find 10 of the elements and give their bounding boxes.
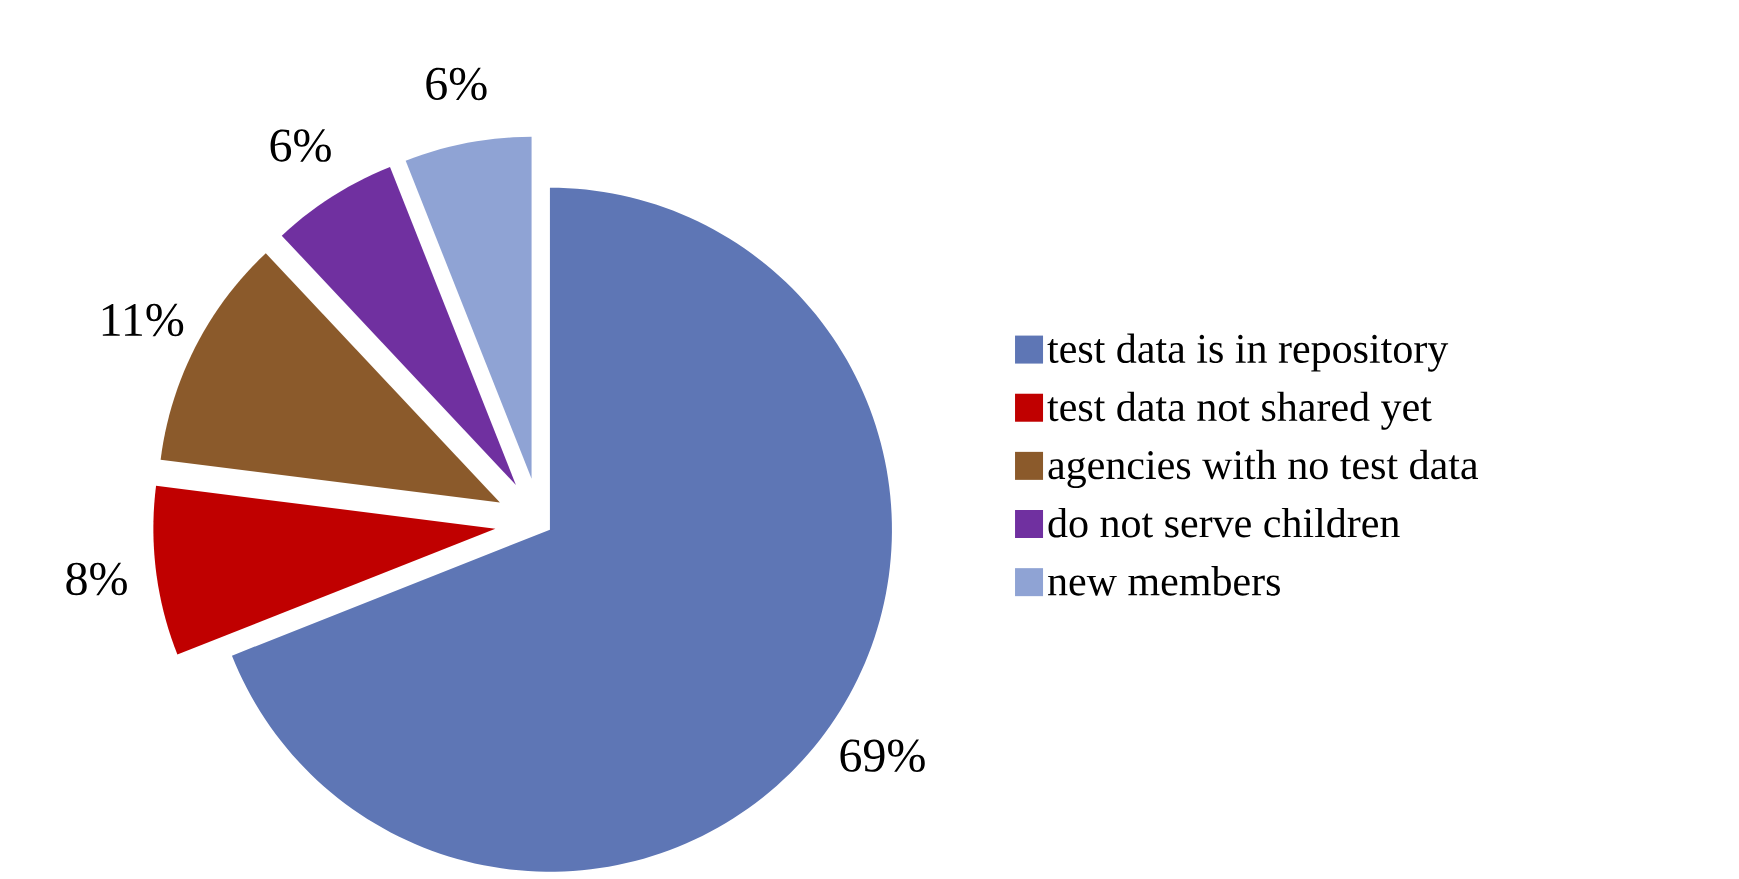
legend-label: test data is in repository [1047,333,1449,372]
legend-label: test data not shared yet [1047,391,1432,430]
data-label: 11% [102,303,184,337]
legend-label: do not serve children [1048,507,1400,538]
data-label: 6% [270,129,331,162]
legend-label: agencies with no test data [1048,449,1479,488]
data-label: 69% [840,739,925,772]
data-label: 6% [426,67,487,101]
legend-label: new members [1048,566,1280,596]
data-label: 8% [66,562,127,596]
